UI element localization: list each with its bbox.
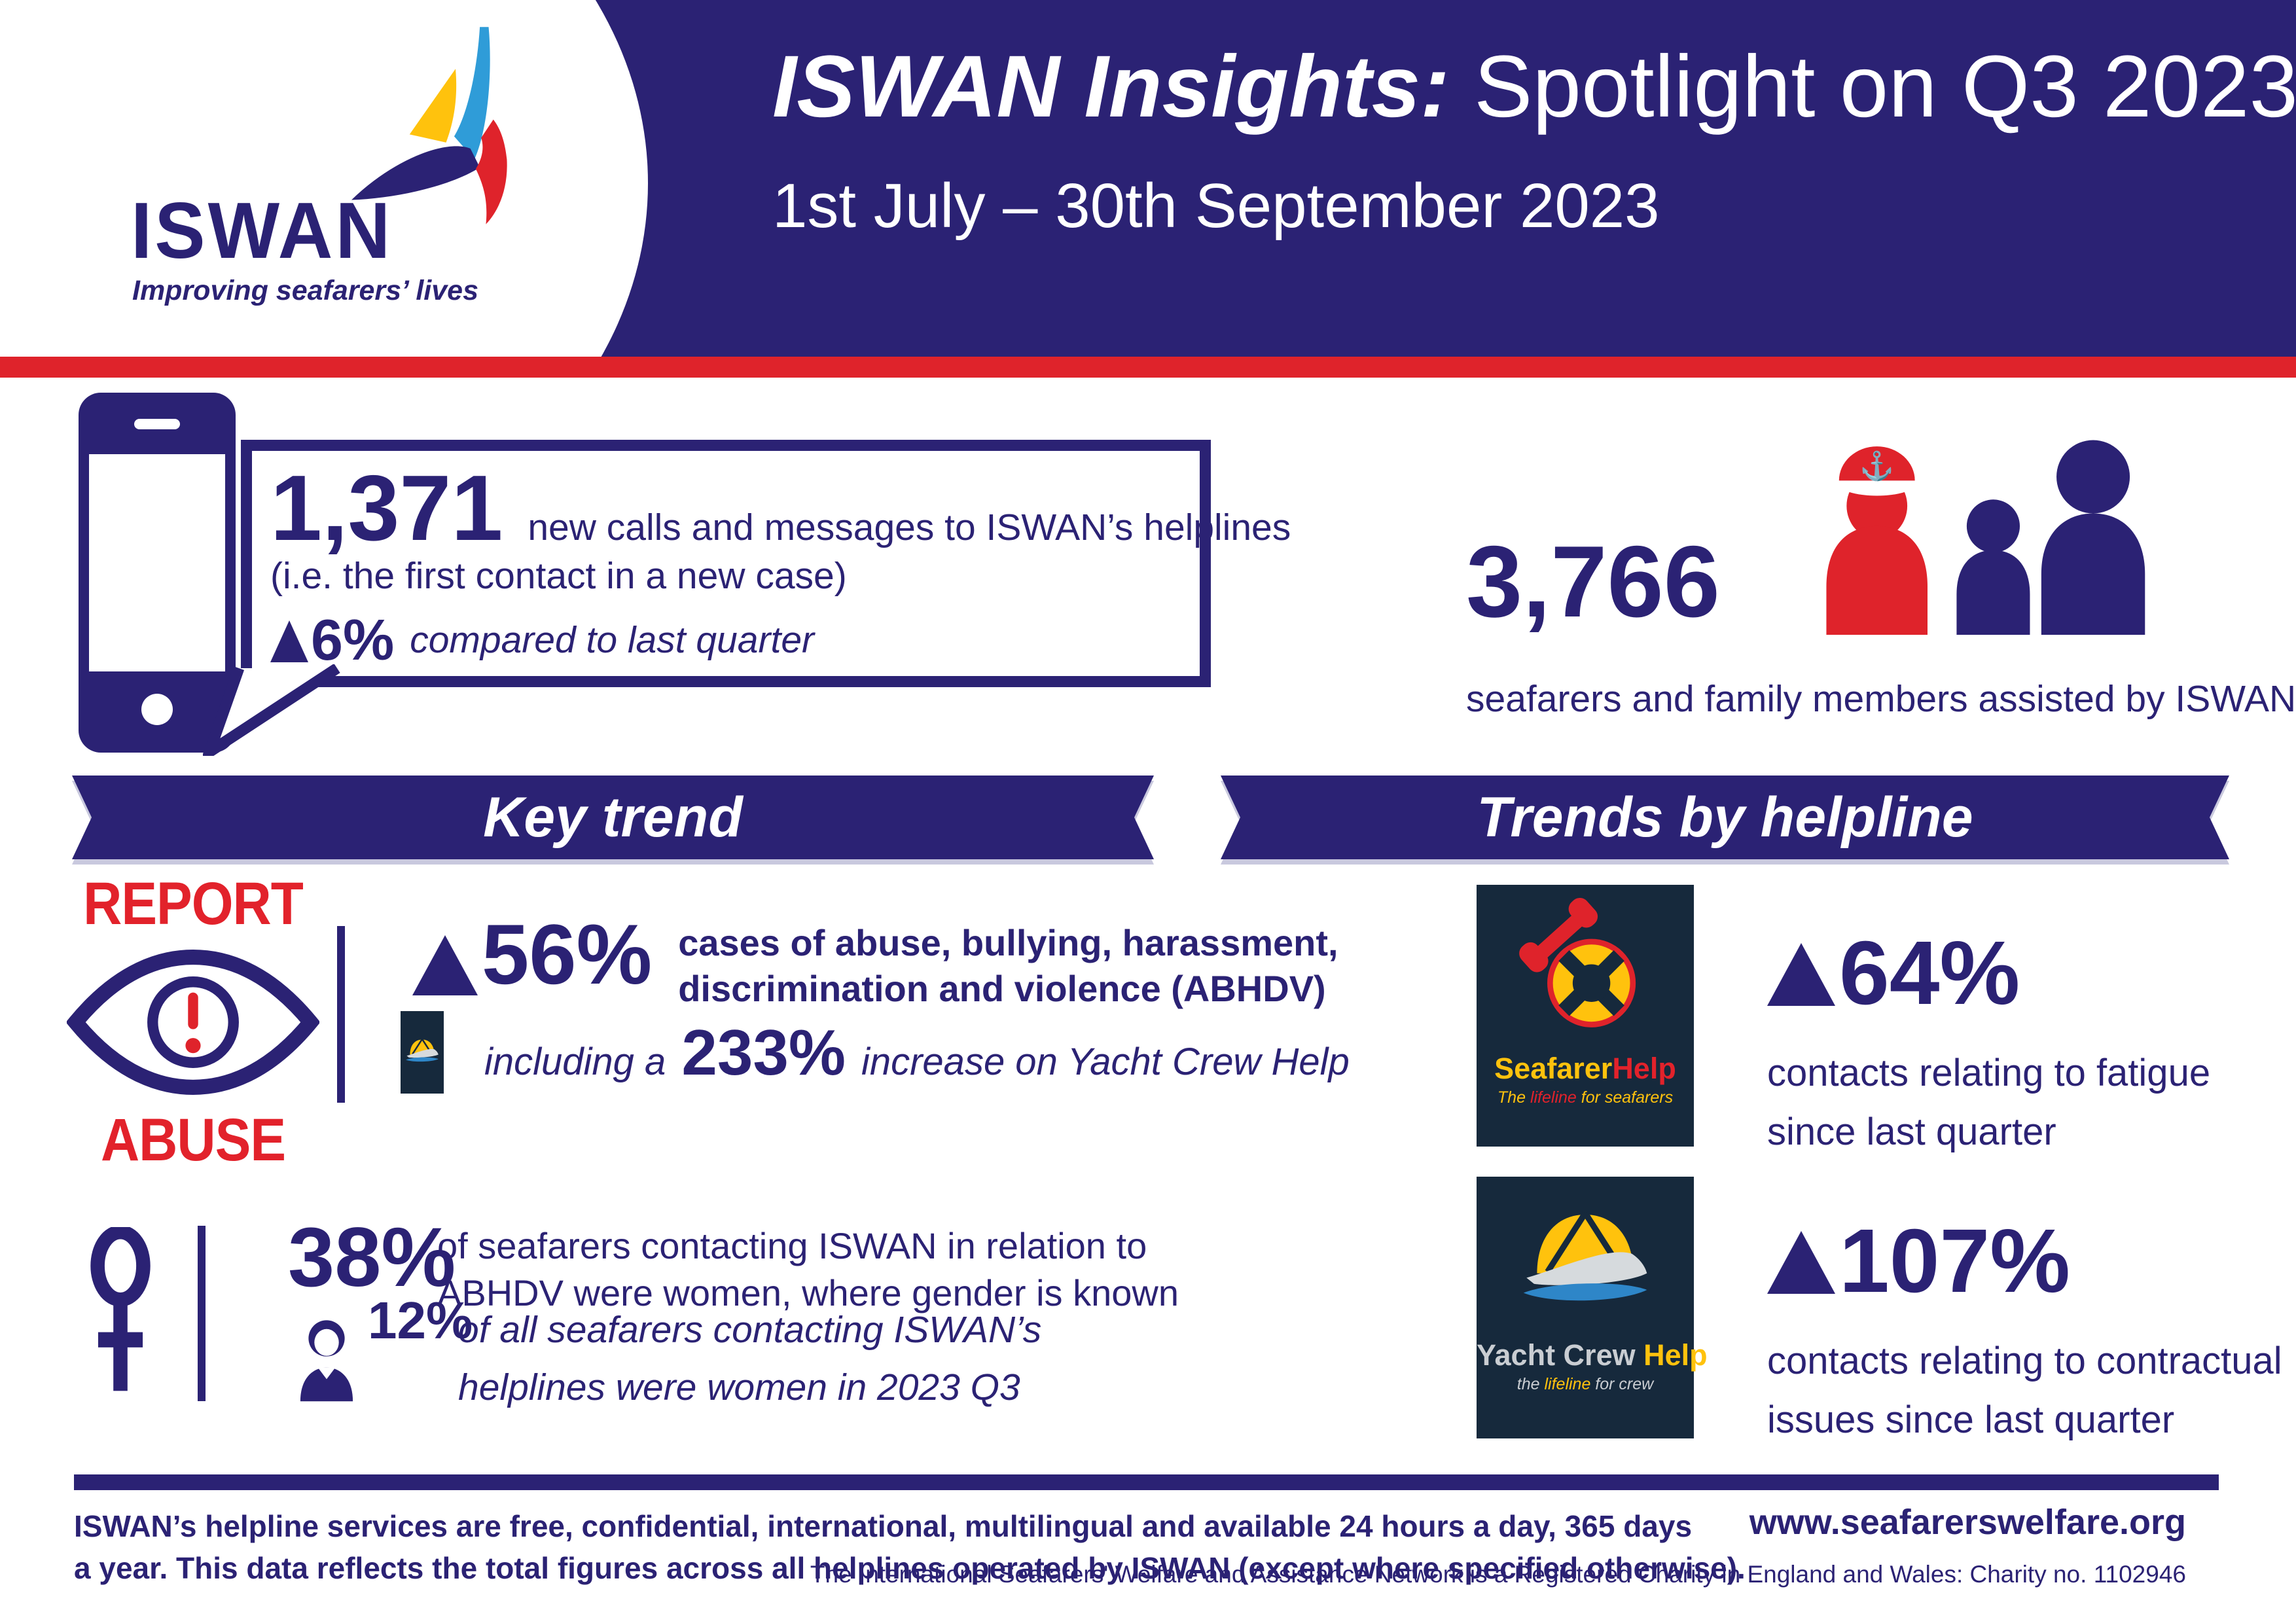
calls-label: new calls and messages to ISWAN’s helpli…	[528, 507, 1291, 548]
including-value: 233%	[681, 1016, 846, 1088]
seafarerhelp-brand-part1: Seafarer	[1494, 1052, 1613, 1085]
banner-trends-by-helpline-label: Trends by helpline	[1477, 785, 1973, 849]
calls-value: 1,371	[270, 456, 503, 560]
report-label: REPORT	[83, 870, 304, 938]
women-sub-line1: of all seafarers contacting ISWAN’s	[458, 1309, 1042, 1351]
female-symbol-icon	[85, 1224, 156, 1406]
abhdv-delta: 56%	[482, 906, 653, 1002]
calls-delta: 6%	[311, 607, 395, 672]
vertical-divider	[198, 1226, 206, 1401]
anchor-icon: ⚓	[1859, 450, 1894, 482]
abuse-label: ABUSE	[100, 1107, 286, 1174]
logo-tagline: Improving seafarers’ lives	[132, 275, 478, 306]
fatigue-delta: 64%	[1839, 923, 2020, 1024]
contractual-delta: 107%	[1839, 1211, 2070, 1311]
calls-subnote: (i.e. the first contact in a new case)	[270, 555, 847, 597]
seafarerhelp-brand-part2: Help	[1612, 1052, 1676, 1085]
banner-trends-by-helpline: Trends by helpline	[1221, 776, 2229, 859]
abhdv-line1: cases of abuse, bullying, harassment,	[678, 922, 1338, 963]
footer-note-line2: a year. This data reflects the total fig…	[74, 1551, 1746, 1585]
family-icon: ⚓	[1793, 412, 2173, 638]
phone-home-button-icon	[141, 694, 173, 725]
increase-triangle-icon	[1767, 1229, 1835, 1294]
including-post: increase on Yacht Crew Help	[861, 1040, 1350, 1083]
yachtcrewhelp-brand-part1: Yacht Crew	[1477, 1338, 1644, 1372]
women-sub-line2: helplines were women in 2023 Q3	[458, 1366, 1020, 1408]
phone-icon	[79, 393, 236, 753]
speech-bubble-tail-icon	[198, 663, 340, 766]
women-helplines-value: 12%	[368, 1291, 473, 1349]
seafarerhelp-tagline-em: lifeline	[1530, 1088, 1577, 1107]
title-rest: Spotlight on Q3 2023	[1449, 38, 2296, 135]
calls-delta-note: compared to last quarter	[410, 619, 815, 661]
website-url: www.seafarerswelfare.org	[1749, 1503, 2186, 1542]
women-helplines-description: of all seafarers contacting ISWAN’s help…	[458, 1301, 1041, 1416]
phone-speaker-icon	[134, 419, 180, 429]
yachtcrewhelp-tagline-end: for crew	[1590, 1375, 1654, 1393]
including-pre: including a	[484, 1040, 666, 1083]
seafarerhelp-tagline: The	[1497, 1088, 1530, 1107]
assisted-label: seafarers and family members assisted by…	[1466, 678, 2296, 720]
sail-icon	[340, 23, 530, 236]
increase-triangle-icon	[270, 618, 308, 662]
contractual-stat: 107% contacts relating to contractual is…	[1767, 1209, 2282, 1450]
fatigue-stat: 64% contacts relating to fatigue since l…	[1767, 921, 2210, 1162]
increase-triangle-icon	[1767, 941, 1835, 1006]
yachtcrewhelp-tagline: the	[1516, 1375, 1545, 1393]
women-line2: ABHDV were women, where gender is known	[437, 1272, 1179, 1313]
women-abhdv-description: of seafarers contacting ISWAN in relatio…	[437, 1222, 1179, 1317]
red-divider-stripe	[0, 357, 2296, 378]
banner-key-trend-label: Key trend	[483, 785, 743, 849]
assisted-value: 3,766	[1466, 525, 1720, 638]
yachtcrewhelp-tagline-em: lifeline	[1544, 1375, 1591, 1393]
yachtcrewhelp-logo: Yacht Crew Help the lifeline for crew	[1477, 1177, 1708, 1438]
abhdv-description: cases of abuse, bullying, harassment, di…	[678, 920, 1338, 1012]
yacht-crew-help-increase: including a 233% increase on Yacht Crew …	[401, 1011, 1350, 1094]
women-line1: of seafarers contacting ISWAN in relatio…	[437, 1225, 1147, 1266]
subtitle: 1st July – 30th September 2023	[772, 171, 1660, 241]
yachtcrewhelp-brand-part2: Help	[1643, 1338, 1708, 1372]
report-abuse-badge: REPORT ABUSE	[65, 870, 321, 1173]
women-abhdv-value: 38%	[288, 1211, 456, 1304]
footer-note-line1: ISWAN’s helpline services are free, conf…	[74, 1509, 1693, 1543]
header: ISWAN Improving seafarers’ lives ISWAN I…	[0, 0, 2296, 602]
fatigue-line1: contacts relating to fatigue	[1767, 1052, 2211, 1094]
logo-wordmark: ISWAN	[131, 185, 393, 276]
contractual-line1: contacts relating to contractual	[1767, 1340, 2282, 1382]
increase-triangle-icon	[412, 933, 478, 995]
eye-alert-icon	[65, 942, 321, 1106]
page-title: ISWAN Insights: Spotlight on Q3 2023 1st…	[772, 38, 2296, 242]
footer-note: ISWAN’s helpline services are free, conf…	[74, 1505, 1746, 1589]
vertical-divider	[337, 926, 345, 1103]
footer-divider	[74, 1474, 2219, 1490]
yacht-crew-help-mini-logo	[401, 1011, 444, 1094]
seafarerhelp-tagline-end: for seafarers	[1576, 1088, 1674, 1107]
banner-key-trend: Key trend	[72, 776, 1154, 859]
seafarerhelp-logo: SeafarerHelp The lifeline for seafarers	[1477, 885, 1694, 1147]
woman-icon	[295, 1306, 359, 1407]
title-emphasis: ISWAN Insights:	[772, 38, 1450, 135]
contractual-line2: issues since last quarter	[1767, 1399, 2175, 1441]
footer-org-info: www.seafarerswelfare.org The Internation…	[810, 1502, 2186, 1588]
iswan-logo: ISWAN Improving seafarers’ lives	[98, 20, 661, 347]
fatigue-line2: since last quarter	[1767, 1111, 2056, 1153]
abhdv-stat: 56% cases of abuse, bullying, harassment…	[412, 906, 1338, 1012]
charity-registration: The International Seafarers' Welfare and…	[810, 1561, 2186, 1588]
speech-bubble: 1,371 new calls and messages to ISWAN’s …	[198, 440, 1291, 766]
phone-screen	[89, 454, 225, 671]
abhdv-line2: discrimination and violence (ABHDV)	[678, 968, 1326, 1009]
